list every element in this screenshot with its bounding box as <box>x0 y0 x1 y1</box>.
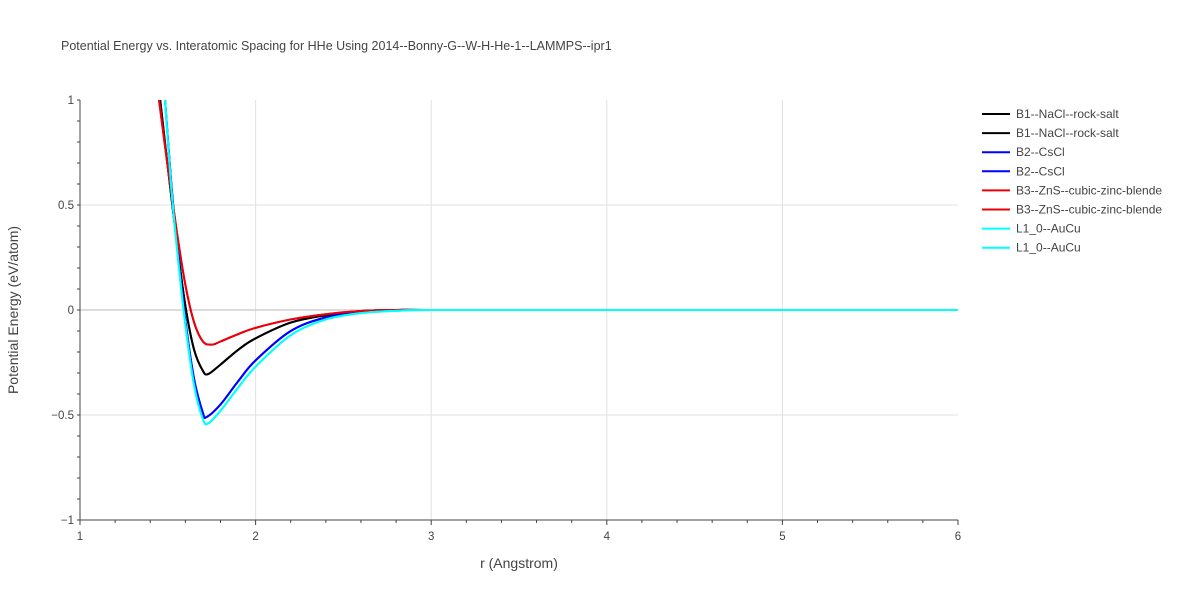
legend-item[interactable]: B2--CsCl <box>982 145 1065 159</box>
series-line-3 <box>164 100 958 420</box>
legend-label: B3--ZnS--cubic-zinc-blende <box>1016 203 1162 217</box>
chart-title: Potential Energy vs. Interatomic Spacing… <box>61 39 612 53</box>
series-line-4 <box>164 100 958 420</box>
legend-label: B1--NaCl--rock-salt <box>1016 126 1119 140</box>
legend-label: B3--ZnS--cubic-zinc-blende <box>1016 183 1162 197</box>
series-line-5 <box>158 100 958 346</box>
y-tick-label: 1 <box>68 95 74 107</box>
y-tick-label: 0 <box>68 305 74 317</box>
legend-item[interactable]: L1_0--AuCu <box>982 241 1081 255</box>
series-group <box>158 100 958 426</box>
legend-label: B2--CsCl <box>1016 164 1065 178</box>
y-tick-label: −1 <box>61 515 74 527</box>
x-tick-label: 3 <box>428 531 434 543</box>
x-axis-title: r (Angstrom) <box>480 555 558 571</box>
x-tick-label: 6 <box>955 531 961 543</box>
series-line-7 <box>164 100 958 426</box>
legend-label: L1_0--AuCu <box>1016 222 1081 236</box>
series-line-1 <box>159 100 958 376</box>
legend-label: L1_0--AuCu <box>1016 241 1081 255</box>
legend-item[interactable]: B3--ZnS--cubic-zinc-blende <box>982 203 1162 217</box>
legend[interactable]: B1--NaCl--rock-salt B1--NaCl--rock-salt B2… <box>982 107 1162 255</box>
series-line-8 <box>164 100 958 426</box>
legend-item[interactable]: B1--NaCl--rock-salt <box>982 107 1119 121</box>
legend-item[interactable]: B1--NaCl--rock-salt <box>982 126 1119 140</box>
y-tick-label: 0.5 <box>58 200 74 212</box>
x-tick-label: 5 <box>779 531 785 543</box>
axes: 1 2 3 4 5 6 −1 −0.5 0 0.5 1 <box>51 95 961 543</box>
y-axis-title: Potential Energy (eV/atom) <box>5 226 21 394</box>
legend-label: B2--CsCl <box>1016 145 1065 159</box>
x-tick-label: 1 <box>77 531 83 543</box>
x-tick-label: 2 <box>252 531 258 543</box>
legend-item[interactable]: L1_0--AuCu <box>982 222 1081 236</box>
series-line-6 <box>158 100 958 346</box>
legend-label: B1--NaCl--rock-salt <box>1016 107 1119 121</box>
series-line-2 <box>159 100 958 376</box>
x-tick-label: 4 <box>604 531 611 543</box>
legend-item[interactable]: B3--ZnS--cubic-zinc-blende <box>982 183 1162 197</box>
y-tick-label: −0.5 <box>51 410 74 422</box>
legend-item[interactable]: B2--CsCl <box>982 164 1065 178</box>
